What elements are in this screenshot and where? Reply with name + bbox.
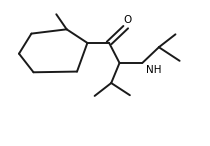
- Text: NH: NH: [146, 65, 162, 75]
- Text: O: O: [124, 15, 132, 25]
